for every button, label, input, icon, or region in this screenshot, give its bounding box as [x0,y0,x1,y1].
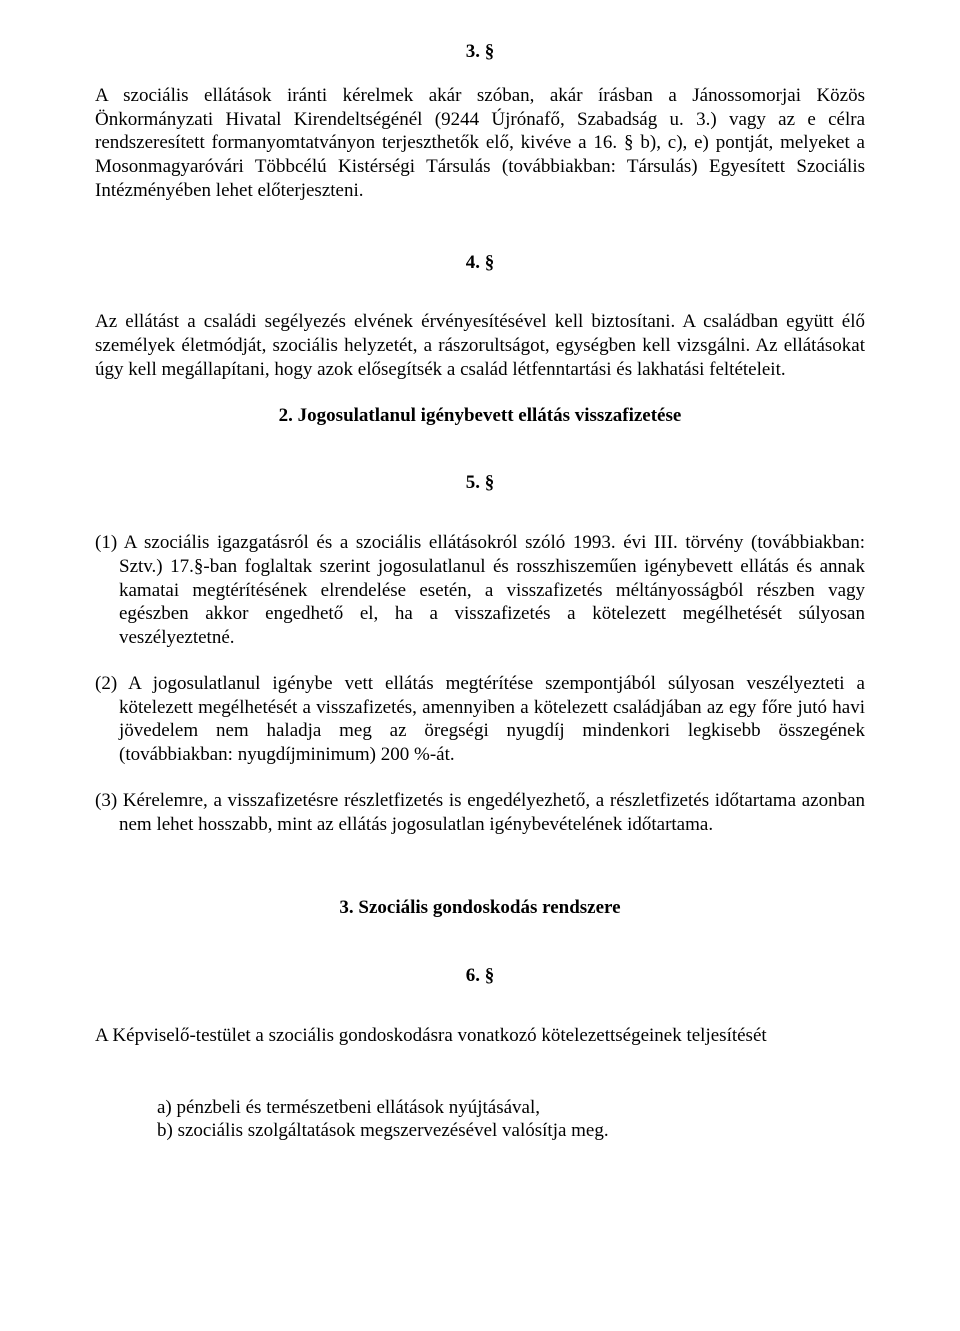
section-4-number: 4. § [95,251,865,275]
section-3-number: 3. § [95,40,865,64]
section-6-paragraph: A Képviselő-testület a szociális gondosk… [95,1024,865,1048]
section-5-para-2: (2) A jogosulatlanul igénybe vett ellátá… [95,672,865,767]
section-6-list-b: b) szociális szolgáltatások megszervezés… [95,1119,865,1143]
chapter-3-title: 3. Szociális gondoskodás rendszere [95,896,865,920]
section-5-para-1: (1) A szociális igazgatásról és a szociá… [95,531,865,650]
chapter-2-title: 2. Jogosulatlanul igénybevett ellátás vi… [95,404,865,428]
section-4-paragraph: Az ellátást a családi segélyezés elvének… [95,310,865,381]
section-3-paragraph: A szociális ellátások iránti kérelmek ak… [95,84,865,203]
section-5-para-3: (3) Kérelemre, a visszafizetésre részlet… [95,789,865,837]
section-6-list-a: a) pénzbeli és természetbeni ellátások n… [95,1096,865,1120]
section-6-number: 6. § [95,964,865,988]
section-5-number: 5. § [95,471,865,495]
